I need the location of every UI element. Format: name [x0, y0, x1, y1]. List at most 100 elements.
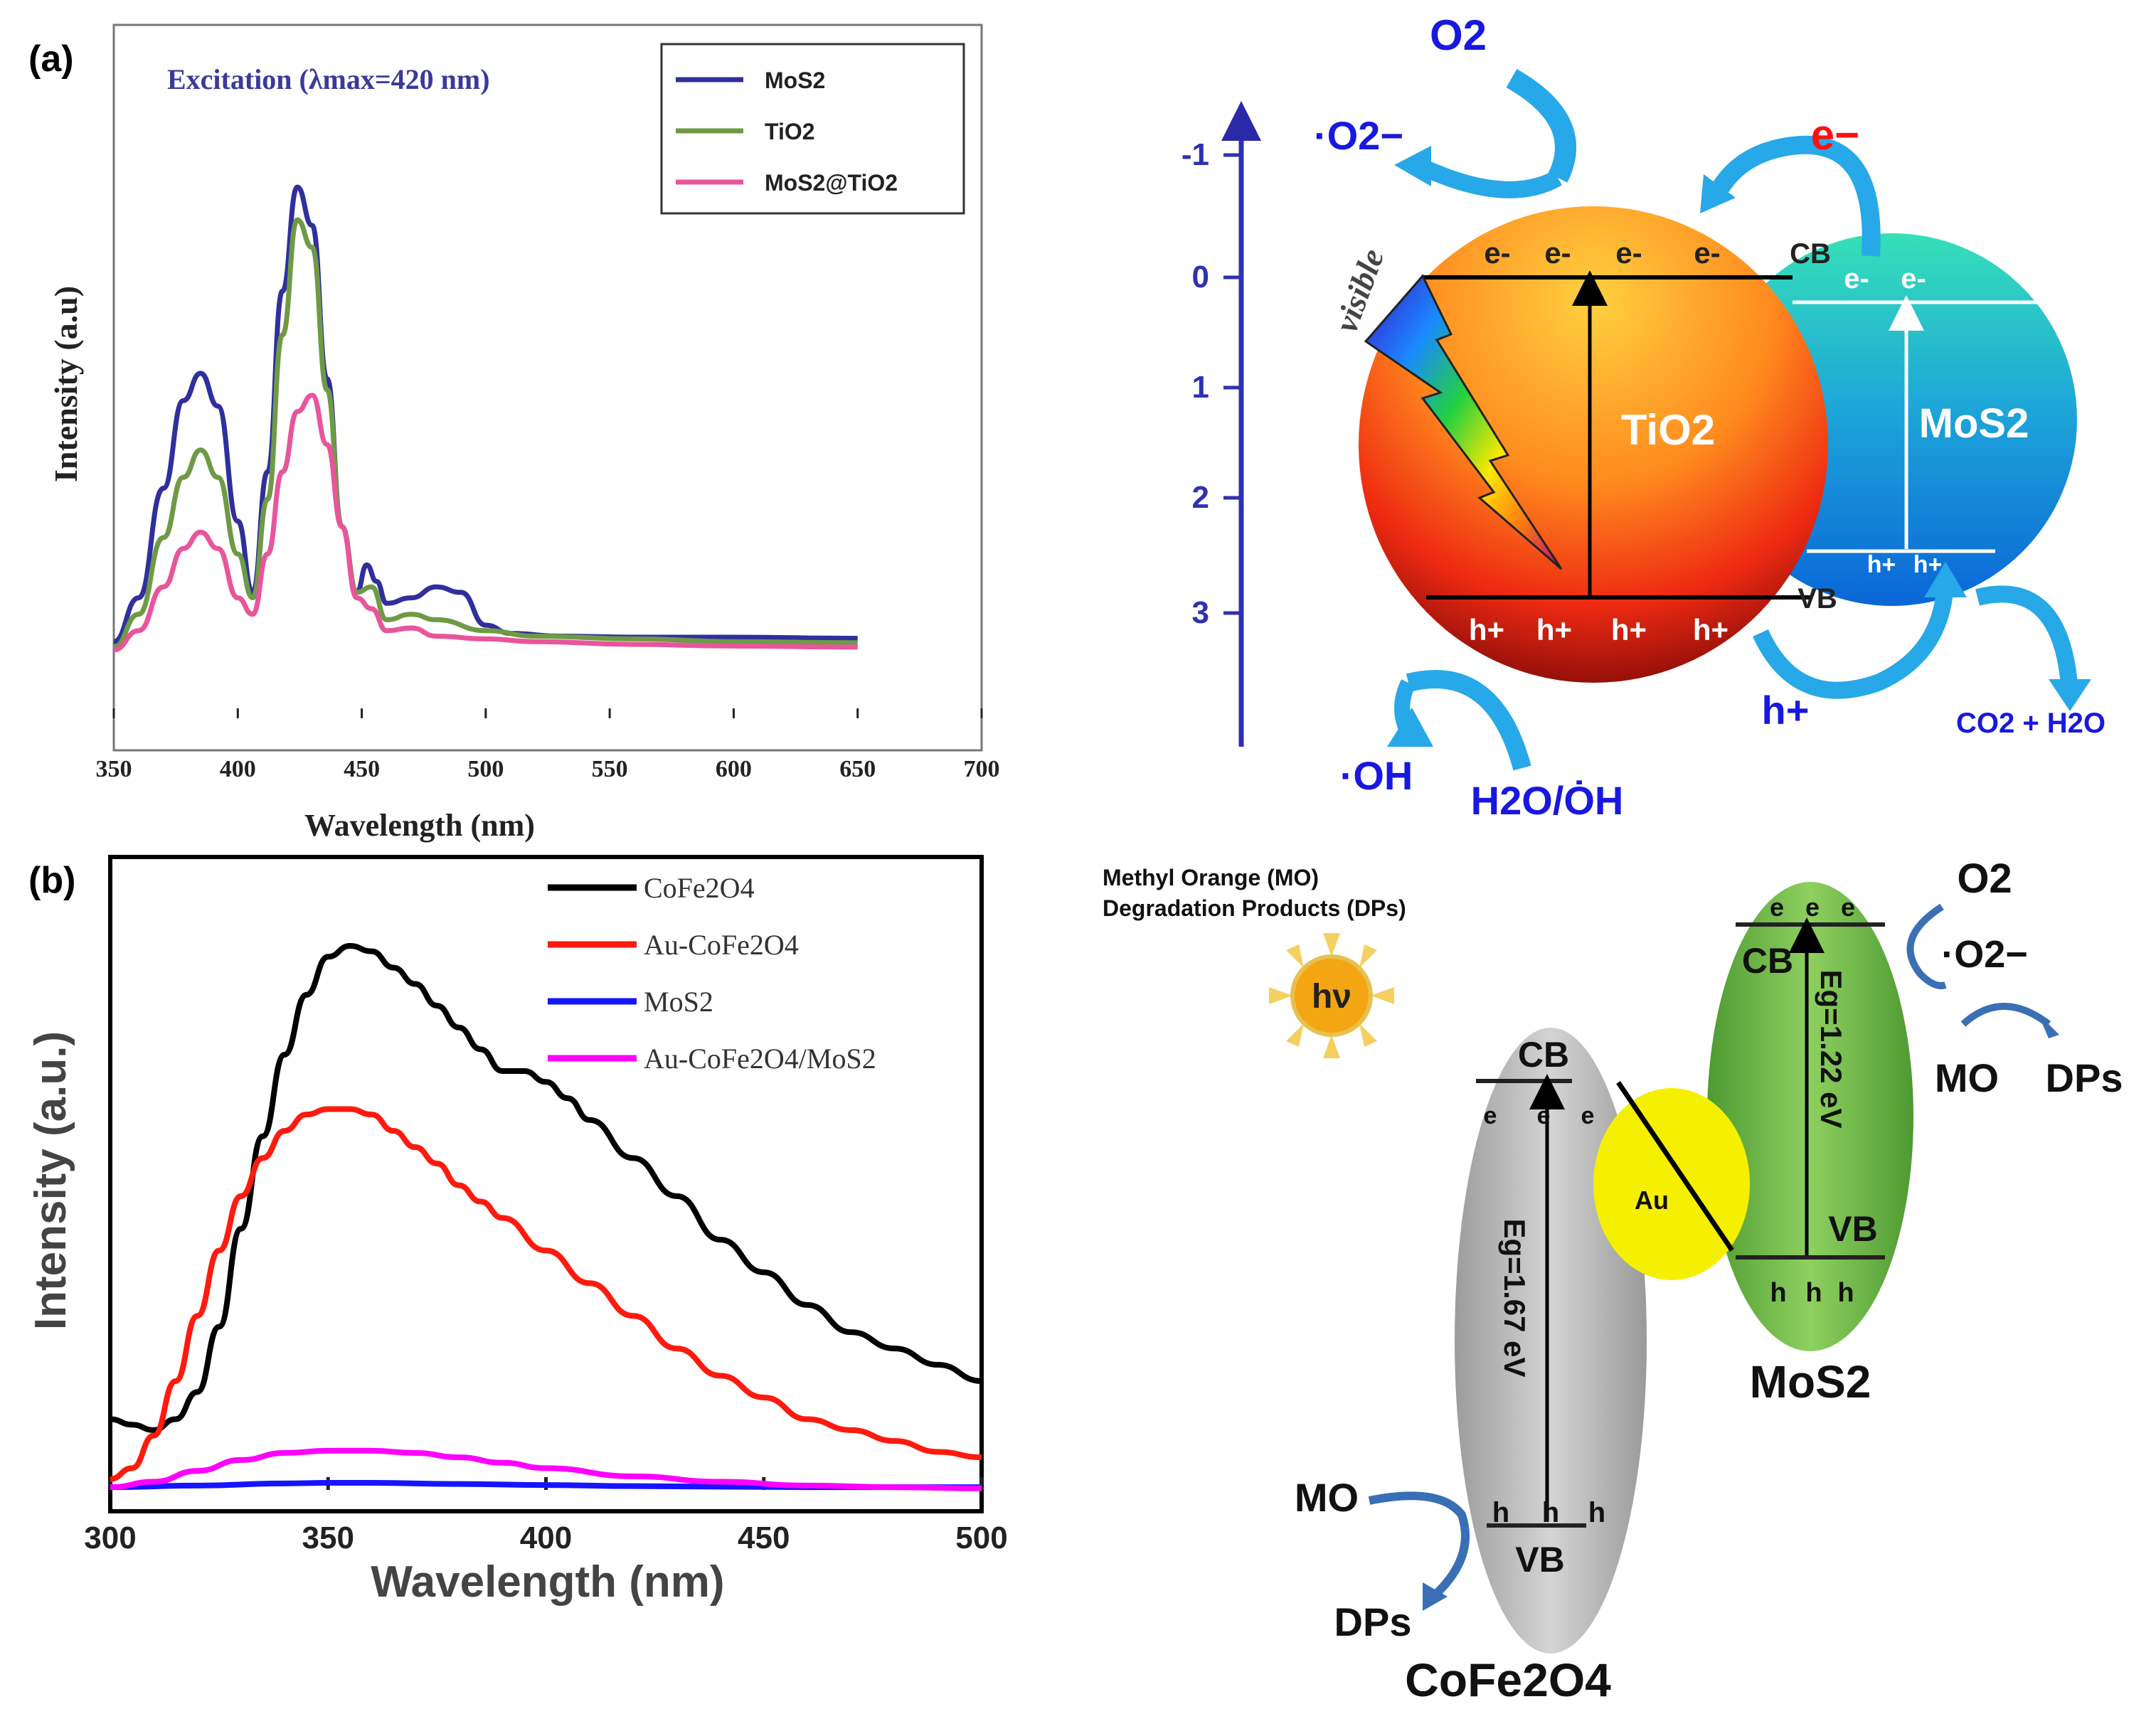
panel-b-series: [110, 943, 982, 1491]
hydroxyl-arrow: [1406, 670, 1531, 771]
panel-a-ylabel: Intensity (a.u): [48, 286, 84, 482]
arrow-head: [1924, 562, 1967, 597]
legend-label: TiO2: [765, 119, 815, 144]
hole-label: h: [1837, 1278, 1854, 1308]
scale-tick: 3: [1192, 595, 1209, 630]
hole-label: h+: [1611, 613, 1647, 646]
x-tick-label: 600: [716, 756, 752, 782]
cofe2o4-label: CoFe2O4: [1405, 1654, 1611, 1706]
legend-label: CoFe2O4: [644, 872, 755, 904]
o2-reduction-arrow: [1906, 903, 1947, 989]
panel-b-ylabel: Intensity (a.u.): [26, 1031, 75, 1330]
x-tick-label: 550: [592, 756, 628, 782]
hole-label: h+: [1536, 613, 1572, 646]
electron-label: e-: [1615, 236, 1642, 270]
panel-b-plot-frame: [108, 855, 984, 1513]
hole-label: h+: [1867, 551, 1896, 578]
x-tick-label: 650: [839, 756, 876, 782]
hole-label: h+: [1693, 613, 1728, 646]
excitation-annotation: Excitation (λmax=420 nm): [167, 63, 490, 95]
x-tick-label: 450: [738, 1521, 790, 1555]
panel-a-label: (a): [28, 38, 74, 80]
sun-icon: hν: [1269, 933, 1394, 1058]
arrow-head: [1700, 174, 1736, 213]
arrow-head: [2038, 1013, 2059, 1038]
legend-label: MoS2: [765, 68, 825, 93]
energy-scale: -1 0 1 2 3: [1181, 137, 1241, 630]
cb-label: CB: [1790, 238, 1831, 270]
x-tick-label: 300: [84, 1521, 136, 1555]
legend-label: MoS2: [644, 986, 713, 1018]
electron-label: e-: [1484, 236, 1510, 270]
hole-big-label: h+: [1762, 688, 1810, 733]
mo-oxidation-arrow-top: [1960, 1003, 2051, 1027]
electron-red-label: e−: [1811, 111, 1859, 159]
top-transfer-arrows: [1387, 68, 2091, 771]
dps-label-right: DPs: [2046, 1055, 2123, 1100]
x-tick-label: 400: [220, 756, 256, 782]
hole-transfer-arrow: [1753, 582, 1954, 699]
electron-label: e: [1770, 893, 1784, 922]
hole-label: h: [1588, 1497, 1605, 1528]
cofe-holes: h h h: [1492, 1497, 1605, 1528]
co2-water-label: CO2 + H2O: [1956, 708, 2105, 739]
mos2-ellipse: [1707, 882, 1913, 1351]
superoxide-arrow: [1419, 159, 1562, 198]
panel-a-chart: (a) Excitation (λmax=420 nm) 350 400 450 50…: [28, 23, 1000, 843]
panel-b-x-ticks: 300 350 400 450 500: [84, 1477, 1008, 1555]
x-tick-label: 500: [467, 756, 504, 782]
tio2-electrons: e- e- e- e-: [1484, 236, 1720, 270]
cofe2o4-au-mos2-band-diagram: Methyl Orange (MO) Degradation Products …: [1103, 856, 2123, 1706]
panel-a-plot-frame: [112, 23, 983, 752]
au-transfer-line: [1616, 1081, 1734, 1252]
legend-label: Au-CoFe2O4: [644, 929, 799, 961]
mos2-label: MoS2: [1750, 1356, 1871, 1407]
electron-transfer-arrow: [1706, 135, 1881, 257]
mos2-electrons: e- e-: [1844, 263, 1926, 294]
dps-label-left: DPs: [1334, 1599, 1412, 1644]
electron-label: e-: [1901, 263, 1926, 294]
hole-label: h+: [1469, 613, 1504, 646]
series-line-au-cofe2o4-mos2: [110, 1447, 982, 1491]
x-tick-label: 450: [344, 756, 380, 782]
arrow-head: [1394, 146, 1431, 186]
series-line-au-cofe2o4: [110, 1106, 982, 1482]
electron-label: e-: [1694, 236, 1720, 270]
cofe-cb-label: CB: [1518, 1035, 1569, 1075]
mo-label-left: MO: [1295, 1475, 1359, 1520]
hydroxyl-label: ·OH: [1340, 753, 1413, 798]
superoxide-label: ·O2−: [1941, 933, 2028, 976]
mos2-holes: h+ h+: [1867, 551, 1943, 578]
hole-label: h: [1542, 1497, 1559, 1528]
scale-tick: 0: [1192, 260, 1209, 294]
series-line-tio2: [113, 217, 858, 650]
x-tick-label: 700: [964, 756, 1000, 782]
mos2-label: MoS2: [1919, 400, 2029, 447]
scale-tick: -1: [1181, 137, 1209, 172]
hole-label: h: [1770, 1278, 1786, 1308]
o2-reduction-arrow: [1506, 68, 1577, 183]
panel-b-chart: (b) 300 350 400 450 500 CoFe2O4 Au-CoFe2O4 MoS…: [26, 855, 1008, 1607]
arrow-head: [1387, 708, 1433, 747]
arrow-head: [1423, 1582, 1448, 1611]
mos2-holes: h h h: [1770, 1278, 1854, 1308]
electron-label: e: [1581, 1102, 1595, 1129]
hole-label: h: [1492, 1497, 1509, 1528]
x-tick-label: 350: [302, 1521, 354, 1555]
hole-label: h: [1805, 1278, 1822, 1308]
scale-tick: 2: [1192, 480, 1209, 515]
bottom-reaction-arrows: [1368, 903, 2059, 1611]
legend-label: Au-CoFe2O4/MoS2: [644, 1043, 876, 1075]
panel-a-legend-entries: MoS2 TiO2 MoS2@TiO2: [676, 68, 898, 196]
mos2-cb-label: CB: [1742, 941, 1793, 981]
o2-label: O2: [1430, 11, 1487, 59]
tio2-label: TiO2: [1621, 406, 1715, 454]
mos2-bandgap-label: Eg=1.22 eV: [1815, 970, 1848, 1129]
caption-line-2: Degradation Products (DPs): [1103, 895, 1406, 921]
mos2-vb-label: VB: [1828, 1209, 1877, 1249]
water-label: H2O/ȮH: [1471, 778, 1624, 823]
mo-oxidation-arrow-bottom: [1368, 1491, 1470, 1600]
electron-label: e-: [1544, 236, 1571, 270]
panel-b-xlabel: Wavelength (nm): [371, 1557, 724, 1607]
